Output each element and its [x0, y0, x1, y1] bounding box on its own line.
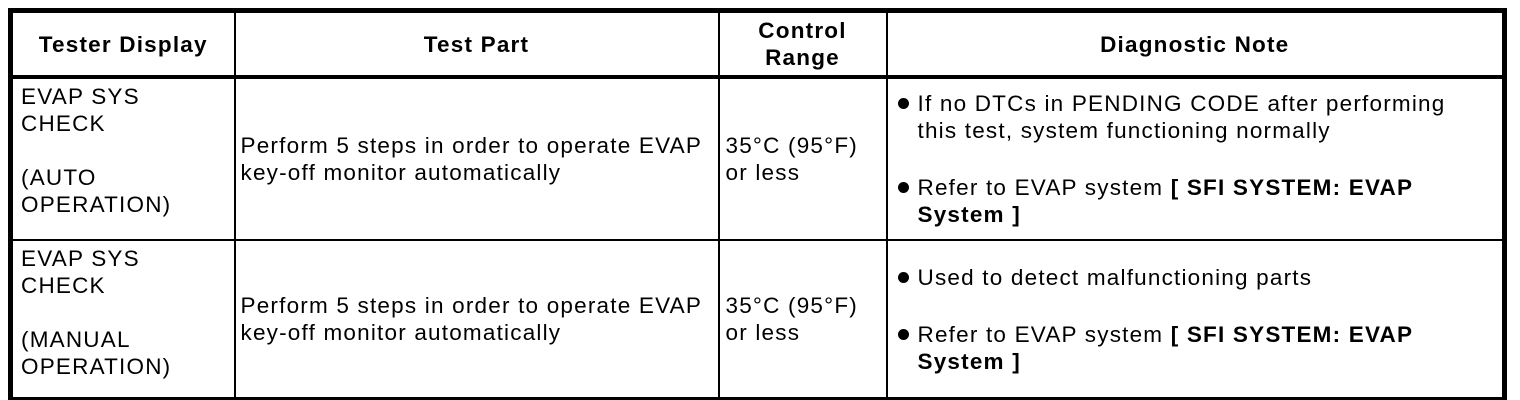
diagnostic-note-cell: Used to detect malfunctioning parts Refer…: [885, 239, 1506, 400]
table-row-auto-operation: EVAP SYS CHECK (AUTO OPERATION) Perform …: [9, 76, 1506, 241]
evap-diagnostic-table: Tester Display Test Part Control Range D…: [8, 8, 1507, 400]
tester-display-cell: EVAP SYS CHECK (AUTO OPERATION): [9, 76, 236, 241]
bullet-icon: [897, 182, 909, 193]
note-bullet-item: Used to detect malfunctioning parts: [897, 264, 1473, 291]
control-range-cell: 35°C (95°F) or less: [717, 239, 888, 400]
test-part-cell: Perform 5 steps in order to operate EVAP…: [233, 76, 720, 241]
bullet-icon: [897, 98, 909, 109]
col-header-control-range: Control Range: [717, 9, 888, 79]
table-row-manual-operation: EVAP SYS CHECK (MANUAL OPERATION) Perfor…: [9, 239, 1506, 400]
tester-display-cell: EVAP SYS CHECK (MANUAL OPERATION): [9, 239, 236, 400]
note-text: Refer to EVAP system [ SFI SYSTEM: EVAP …: [917, 175, 1413, 227]
bullet-icon: [897, 328, 909, 340]
note-bullet-item: Refer to EVAP system [ SFI SYSTEM: EVAP …: [897, 321, 1473, 375]
diagnostic-note-cell: If no DTCs in PENDING CODE after perform…: [885, 76, 1506, 241]
col-header-test-part: Test Part: [233, 9, 720, 79]
col-header-diagnostic-note: Diagnostic Note: [885, 9, 1506, 79]
note-text: If no DTCs in PENDING CODE after perform…: [917, 91, 1446, 143]
note-text: Used to detect malfunctioning parts: [917, 264, 1313, 290]
test-part-cell: Perform 5 steps in order to operate EVAP…: [233, 239, 720, 400]
note-bullet-item: Refer to EVAP system [ SFI SYSTEM: EVAP …: [897, 174, 1473, 228]
bullet-icon: [897, 271, 909, 283]
note-bullet-item: If no DTCs in PENDING CODE after perform…: [897, 90, 1473, 144]
note-text: Refer to EVAP system [ SFI SYSTEM: EVAP …: [917, 321, 1413, 374]
header-row: Tester Display Test Part Control Range D…: [9, 9, 1506, 79]
control-range-cell: 35°C (95°F) or less: [717, 76, 888, 241]
col-header-tester-display: Tester Display: [9, 9, 236, 79]
